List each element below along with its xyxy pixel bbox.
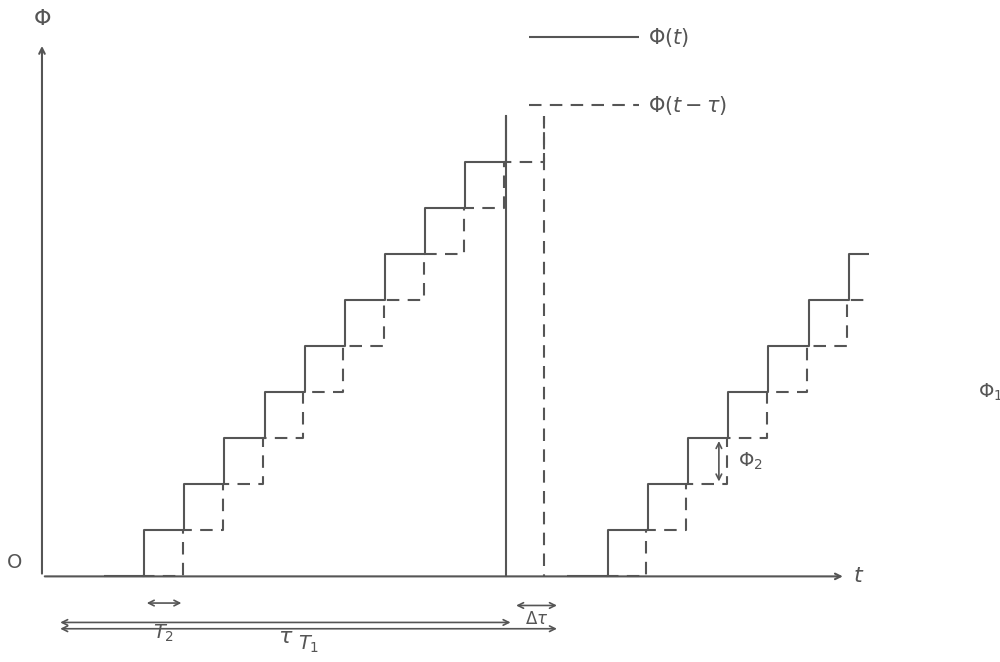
Text: $\Phi$: $\Phi$ bbox=[33, 9, 51, 28]
Text: $t$: $t$ bbox=[853, 567, 865, 587]
Text: O: O bbox=[7, 553, 23, 571]
Text: $\Phi_1$: $\Phi_1$ bbox=[978, 381, 1000, 403]
Text: $\Delta\tau$: $\Delta\tau$ bbox=[525, 610, 548, 628]
Text: $T_2$: $T_2$ bbox=[153, 622, 175, 643]
Text: $\Phi_2$: $\Phi_2$ bbox=[738, 451, 763, 472]
Text: $\Phi(t-\tau)$: $\Phi(t-\tau)$ bbox=[648, 93, 727, 117]
Text: $T_1$: $T_1$ bbox=[298, 634, 319, 655]
Text: $\Phi(t)$: $\Phi(t)$ bbox=[648, 26, 689, 49]
Text: $\tau$: $\tau$ bbox=[278, 628, 293, 647]
